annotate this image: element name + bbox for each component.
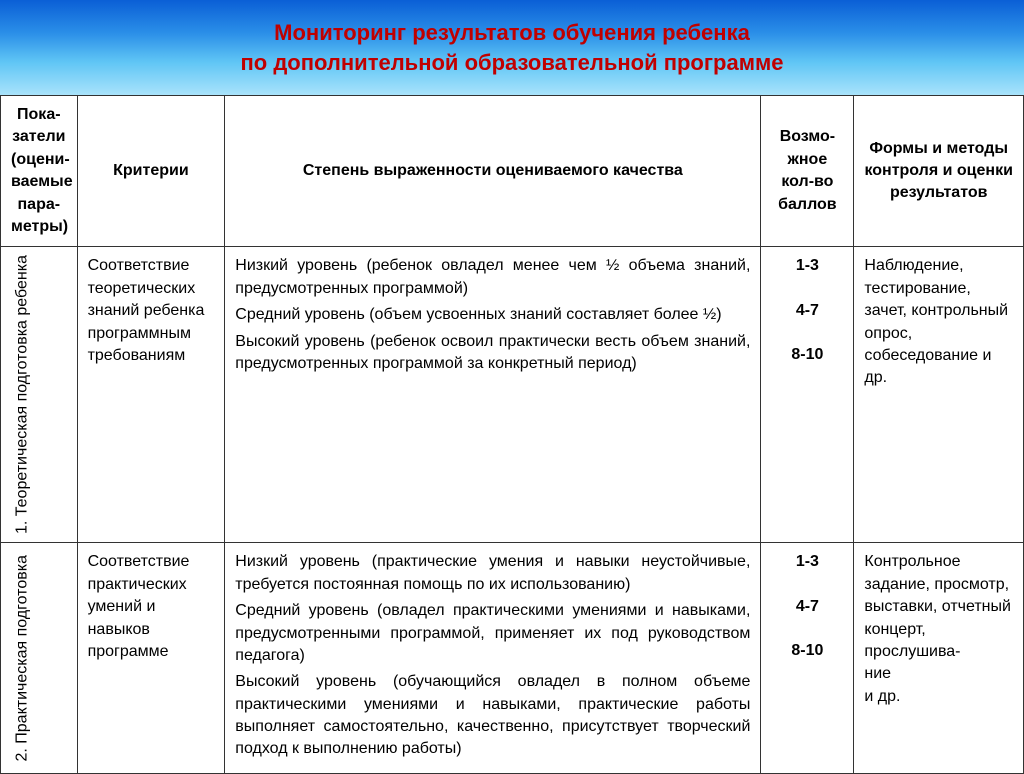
cell-degree-1: Низкий уровень (ребенок овладел менее че… [225,247,761,543]
title-line-2: по дополнительной образовательной програ… [240,48,783,78]
cell-forms-2: Контрольное задание, просмотр, выставки,… [854,543,1024,774]
points-2-low: 1-3 [771,551,843,573]
points-1-high: 8-10 [771,344,843,366]
th-indicator: Пока-затели (оцени-ваемые пара-метры) [1,96,78,247]
th-criteria: Критерии [77,96,225,247]
cell-points-1: 1-3 4-7 8-10 [761,247,854,543]
title-line-1: Мониторинг результатов обучения ребенка [274,18,750,48]
points-2-high: 8-10 [771,640,843,662]
th-forms: Формы и методы контроля и оценки результ… [854,96,1024,247]
th-points: Возмо-жное кол-во баллов [761,96,854,247]
cell-criteria-2: Соответствие практических умений и навык… [77,543,225,774]
points-2-mid: 4-7 [771,596,843,618]
cell-indicator-2: 2. Практическая подготовка [1,543,78,774]
cell-forms-1: Наблюдение, тестирование, зачет, контрол… [854,247,1024,543]
monitoring-table: Пока-затели (оцени-ваемые пара-метры) Кр… [0,95,1024,774]
cell-indicator-1: 1. Теоретическая подготовка ребенка [1,247,78,543]
title-banner: Мониторинг результатов обучения ребенка … [0,0,1024,95]
table-row: 1. Теоретическая подготовка ребенка Соот… [1,247,1024,543]
table-row: 2. Практическая подготовка Соответствие … [1,543,1024,774]
th-degree: Степень выраженности оцениваемого качест… [225,96,761,247]
points-1-low: 1-3 [771,255,843,277]
cell-criteria-1: Соответствие теоретических знаний ребенк… [77,247,225,543]
table-header-row: Пока-затели (оцени-ваемые пара-метры) Кр… [1,96,1024,247]
cell-points-2: 1-3 4-7 8-10 [761,543,854,774]
points-1-mid: 4-7 [771,300,843,322]
cell-degree-2: Низкий уровень (практические умения и на… [225,543,761,774]
